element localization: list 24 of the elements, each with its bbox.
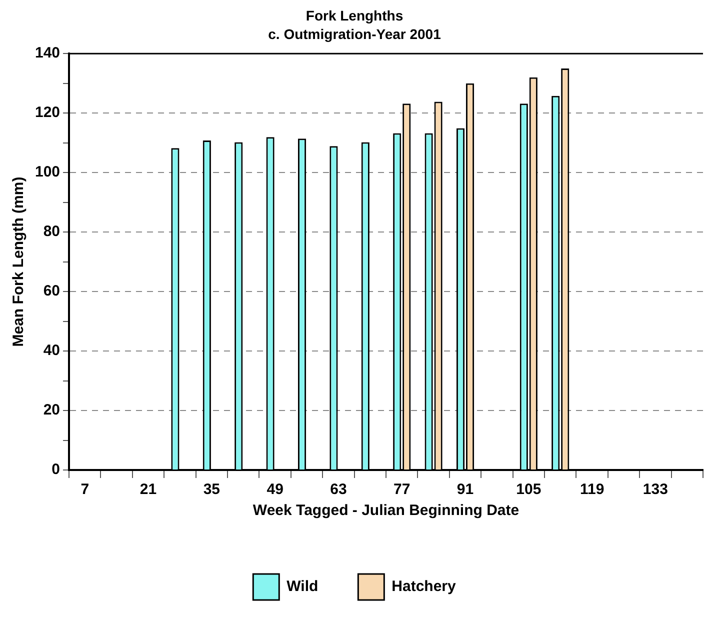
y-tick-label: 0 xyxy=(52,461,60,478)
x-tick-label: 91 xyxy=(456,481,474,498)
legend-label: Wild xyxy=(286,578,318,596)
x-tick-label: 35 xyxy=(203,481,220,498)
x-axis-title: Week Tagged - Julian Beginning Date xyxy=(252,502,520,520)
x-tick-label: 133 xyxy=(642,481,668,498)
x-tick-label: 49 xyxy=(266,481,284,498)
chart-title: Fork Lenghths xyxy=(306,7,404,24)
chart-subtitle: c. Outmigration-Year 2001 xyxy=(268,26,442,42)
y-tick-label: 80 xyxy=(43,223,60,240)
x-tick-label: 119 xyxy=(580,481,604,498)
y-tick-label: 120 xyxy=(34,104,60,122)
y-tick-label: 140 xyxy=(34,44,60,62)
y-tick-label: 100 xyxy=(34,164,60,181)
y-tick-label: 40 xyxy=(43,342,60,360)
y-tick-label: 60 xyxy=(43,282,60,300)
x-tick-label: 105 xyxy=(516,481,542,498)
x-tick-label: 77 xyxy=(394,481,410,498)
y-tick-label: 20 xyxy=(43,402,60,419)
x-tick-label: 63 xyxy=(330,481,347,498)
legend-label: Hatchery xyxy=(392,578,457,596)
x-tick-label: 21 xyxy=(140,481,157,498)
y-axis-title: Mean Fork Length (mm) xyxy=(10,176,28,347)
x-tick-label: 7 xyxy=(80,481,90,498)
